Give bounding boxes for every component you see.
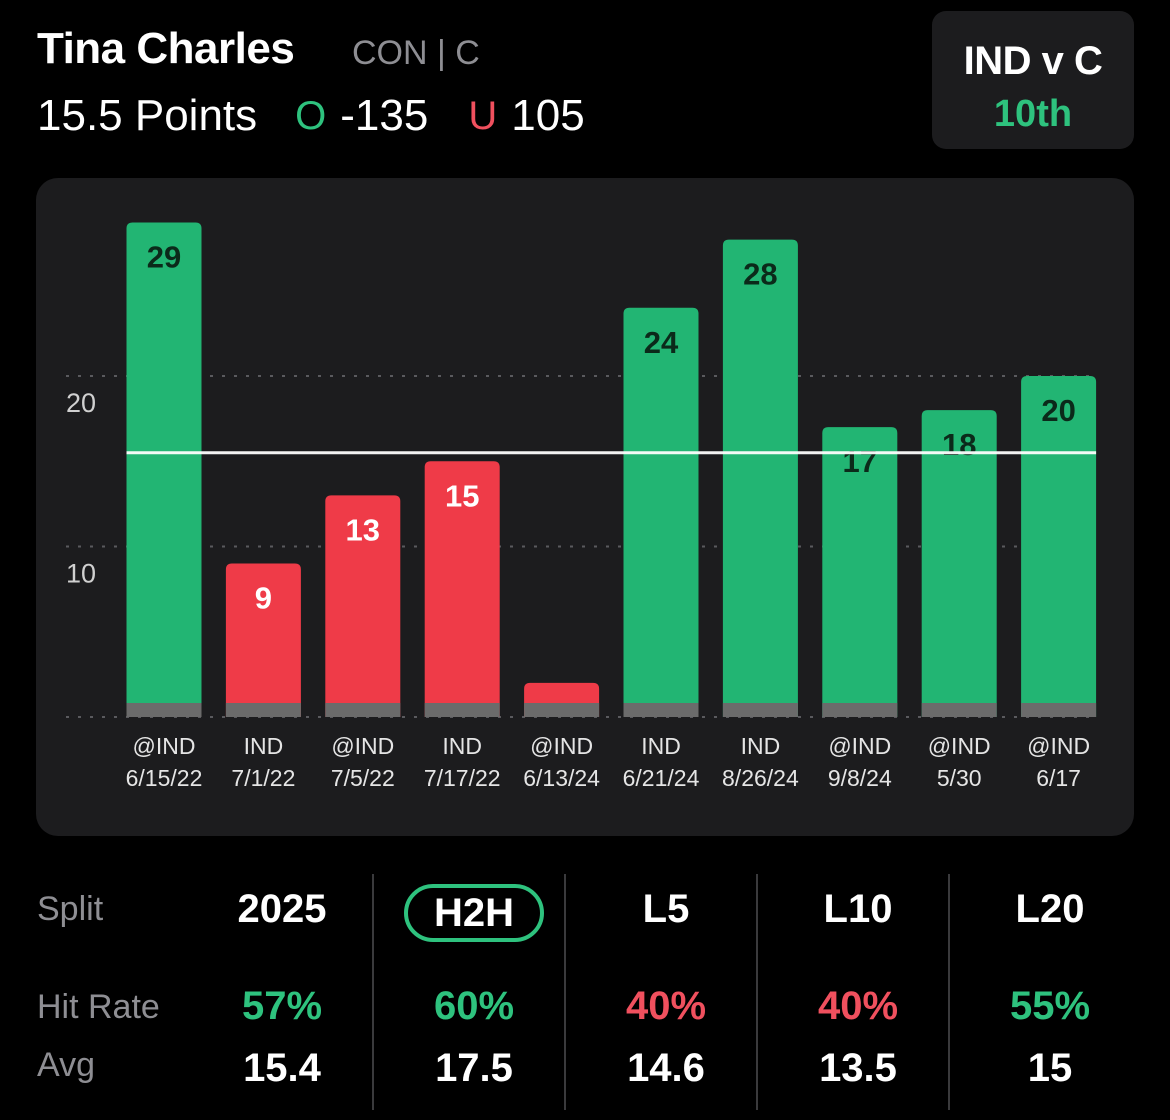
- bar-rect: [225, 563, 301, 717]
- bar-data-label: 9: [255, 581, 272, 616]
- over-marker-icon: O: [295, 93, 327, 138]
- column-divider: [564, 874, 566, 1110]
- x-tick-label-date: 7/5/22: [331, 765, 395, 791]
- split-tab-l5[interactable]: L5: [642, 887, 690, 931]
- x-tick-label-opponent: @IND: [133, 733, 196, 759]
- bar-base: [822, 703, 898, 717]
- bar-base: [424, 703, 500, 717]
- avg-value: 15: [1027, 1046, 1073, 1090]
- prop-label: 15.5 Points: [37, 91, 258, 140]
- bar-base: [623, 703, 699, 717]
- bar[interactable]: 17: [822, 427, 898, 717]
- bar[interactable]: 29: [126, 222, 202, 718]
- prop-line: 15.5 Points O -135 U 105: [37, 88, 625, 144]
- bar[interactable]: 15: [424, 461, 500, 717]
- x-tick-label-date: 6/17: [1036, 765, 1081, 791]
- x-tick-label-date: 6/21/24: [623, 765, 700, 791]
- bar-data-label: 18: [942, 427, 976, 462]
- x-tick-label-date: 9/8/24: [828, 765, 892, 791]
- x-tick-label-opponent: @IND: [1027, 733, 1090, 759]
- bar-data-label: 20: [1041, 393, 1075, 428]
- x-tick-label-date: 8/26/24: [722, 765, 799, 791]
- bar-base: [126, 703, 202, 717]
- x-tick-label-opponent: IND: [641, 733, 681, 759]
- bar-base: [921, 703, 997, 717]
- bar-data-label: 29: [147, 240, 181, 275]
- bar-rect: [623, 307, 699, 717]
- y-tick-label: 20: [66, 388, 96, 418]
- bar-base: [325, 703, 401, 717]
- bar[interactable]: 24: [623, 307, 699, 717]
- column-divider: [372, 874, 374, 1110]
- x-tick-label-opponent: IND: [741, 733, 781, 759]
- bar-rect: [126, 222, 202, 718]
- bar-rect: [722, 239, 798, 717]
- y-tick-label: 10: [66, 559, 96, 589]
- split-row-label: Split: [37, 890, 104, 928]
- hit-rate-value: 60%: [433, 984, 515, 1028]
- split-tab-l10[interactable]: L10: [823, 887, 893, 931]
- bar-data-label: 13: [346, 512, 380, 547]
- player-name: Tina Charles: [37, 24, 295, 73]
- avg-value: 14.6: [627, 1046, 705, 1090]
- x-tick-label-opponent: @IND: [828, 733, 891, 759]
- hit-rate-value: 40%: [817, 984, 899, 1028]
- avg-value: 15.4: [243, 1046, 321, 1090]
- bar[interactable]: 20: [1021, 376, 1097, 717]
- matchup-rank: 10th: [993, 93, 1073, 135]
- bar-data-label: 17: [843, 444, 877, 479]
- bar[interactable]: 9: [225, 563, 301, 717]
- x-tick-label-opponent: @IND: [928, 733, 991, 759]
- hit-rate-row-label: Hit Rate: [37, 988, 160, 1026]
- bar-data-label: 24: [644, 325, 679, 360]
- x-tick-label-opponent: @IND: [530, 733, 593, 759]
- under-odds[interactable]: 105: [511, 91, 585, 140]
- bar-base: [225, 703, 301, 717]
- bar[interactable]: 28: [722, 239, 798, 717]
- x-tick-label-date: 7/1/22: [231, 765, 295, 791]
- avg-value: 13.5: [819, 1046, 897, 1090]
- bar-base: [722, 703, 798, 717]
- chart-card: 10 20 29 @IND 6/15/22 9 IND 7/1/22 13 @IND 7/5/22 1…: [36, 178, 1134, 836]
- bar-base: [524, 703, 600, 717]
- bar-base: [1021, 703, 1097, 717]
- bar[interactable]: 13: [325, 495, 401, 717]
- matchup-title: IND v C: [963, 39, 1103, 83]
- splits-table: Split Hit Rate Avg 2025 57% 15.4 H2H 60% 17.5…: [0, 868, 1170, 1120]
- bar-rect: [1021, 376, 1097, 717]
- hit-rate-value: 57%: [241, 984, 323, 1028]
- avg-row-label: Avg: [37, 1046, 95, 1084]
- bar-rect: [822, 427, 898, 717]
- x-tick-label-date: 7/17/22: [424, 765, 501, 791]
- bar-rect: [921, 410, 997, 717]
- x-tick-label-opponent: @IND: [331, 733, 394, 759]
- x-tick-label-opponent: IND: [442, 733, 482, 759]
- bar[interactable]: [524, 682, 600, 717]
- bar[interactable]: 18: [921, 410, 997, 717]
- x-tick-label-opponent: IND: [244, 733, 284, 759]
- hit-rate-value: 55%: [1009, 984, 1091, 1028]
- bar-data-label: 28: [743, 257, 777, 292]
- x-tick-label-date: 5/30: [937, 765, 982, 791]
- bar-chart: 10 20 29 @IND 6/15/22 9 IND 7/1/22 13 @IND 7/5/22 1…: [66, 222, 1098, 791]
- bar-data-label: 15: [445, 478, 479, 513]
- bar-rect: [325, 495, 401, 717]
- column-divider: [948, 874, 950, 1110]
- selected-split-pill[interactable]: H2H: [403, 884, 545, 942]
- bar-rect: [424, 461, 500, 717]
- over-odds[interactable]: -135: [340, 91, 429, 140]
- split-tab-2025[interactable]: 2025: [237, 887, 327, 931]
- split-tab-l20[interactable]: L20: [1015, 887, 1085, 931]
- x-tick-label-date: 6/13/24: [523, 765, 600, 791]
- avg-value: 17.5: [435, 1046, 513, 1090]
- matchup-box[interactable]: IND v C 10th: [932, 11, 1134, 149]
- column-divider: [756, 874, 758, 1110]
- team-position: CON | C: [352, 34, 480, 72]
- split-tab-h2h[interactable]: H2H: [378, 884, 570, 942]
- x-tick-label-date: 6/15/22: [126, 765, 203, 791]
- under-marker-icon: U: [468, 93, 498, 138]
- hit-rate-value: 40%: [625, 984, 707, 1028]
